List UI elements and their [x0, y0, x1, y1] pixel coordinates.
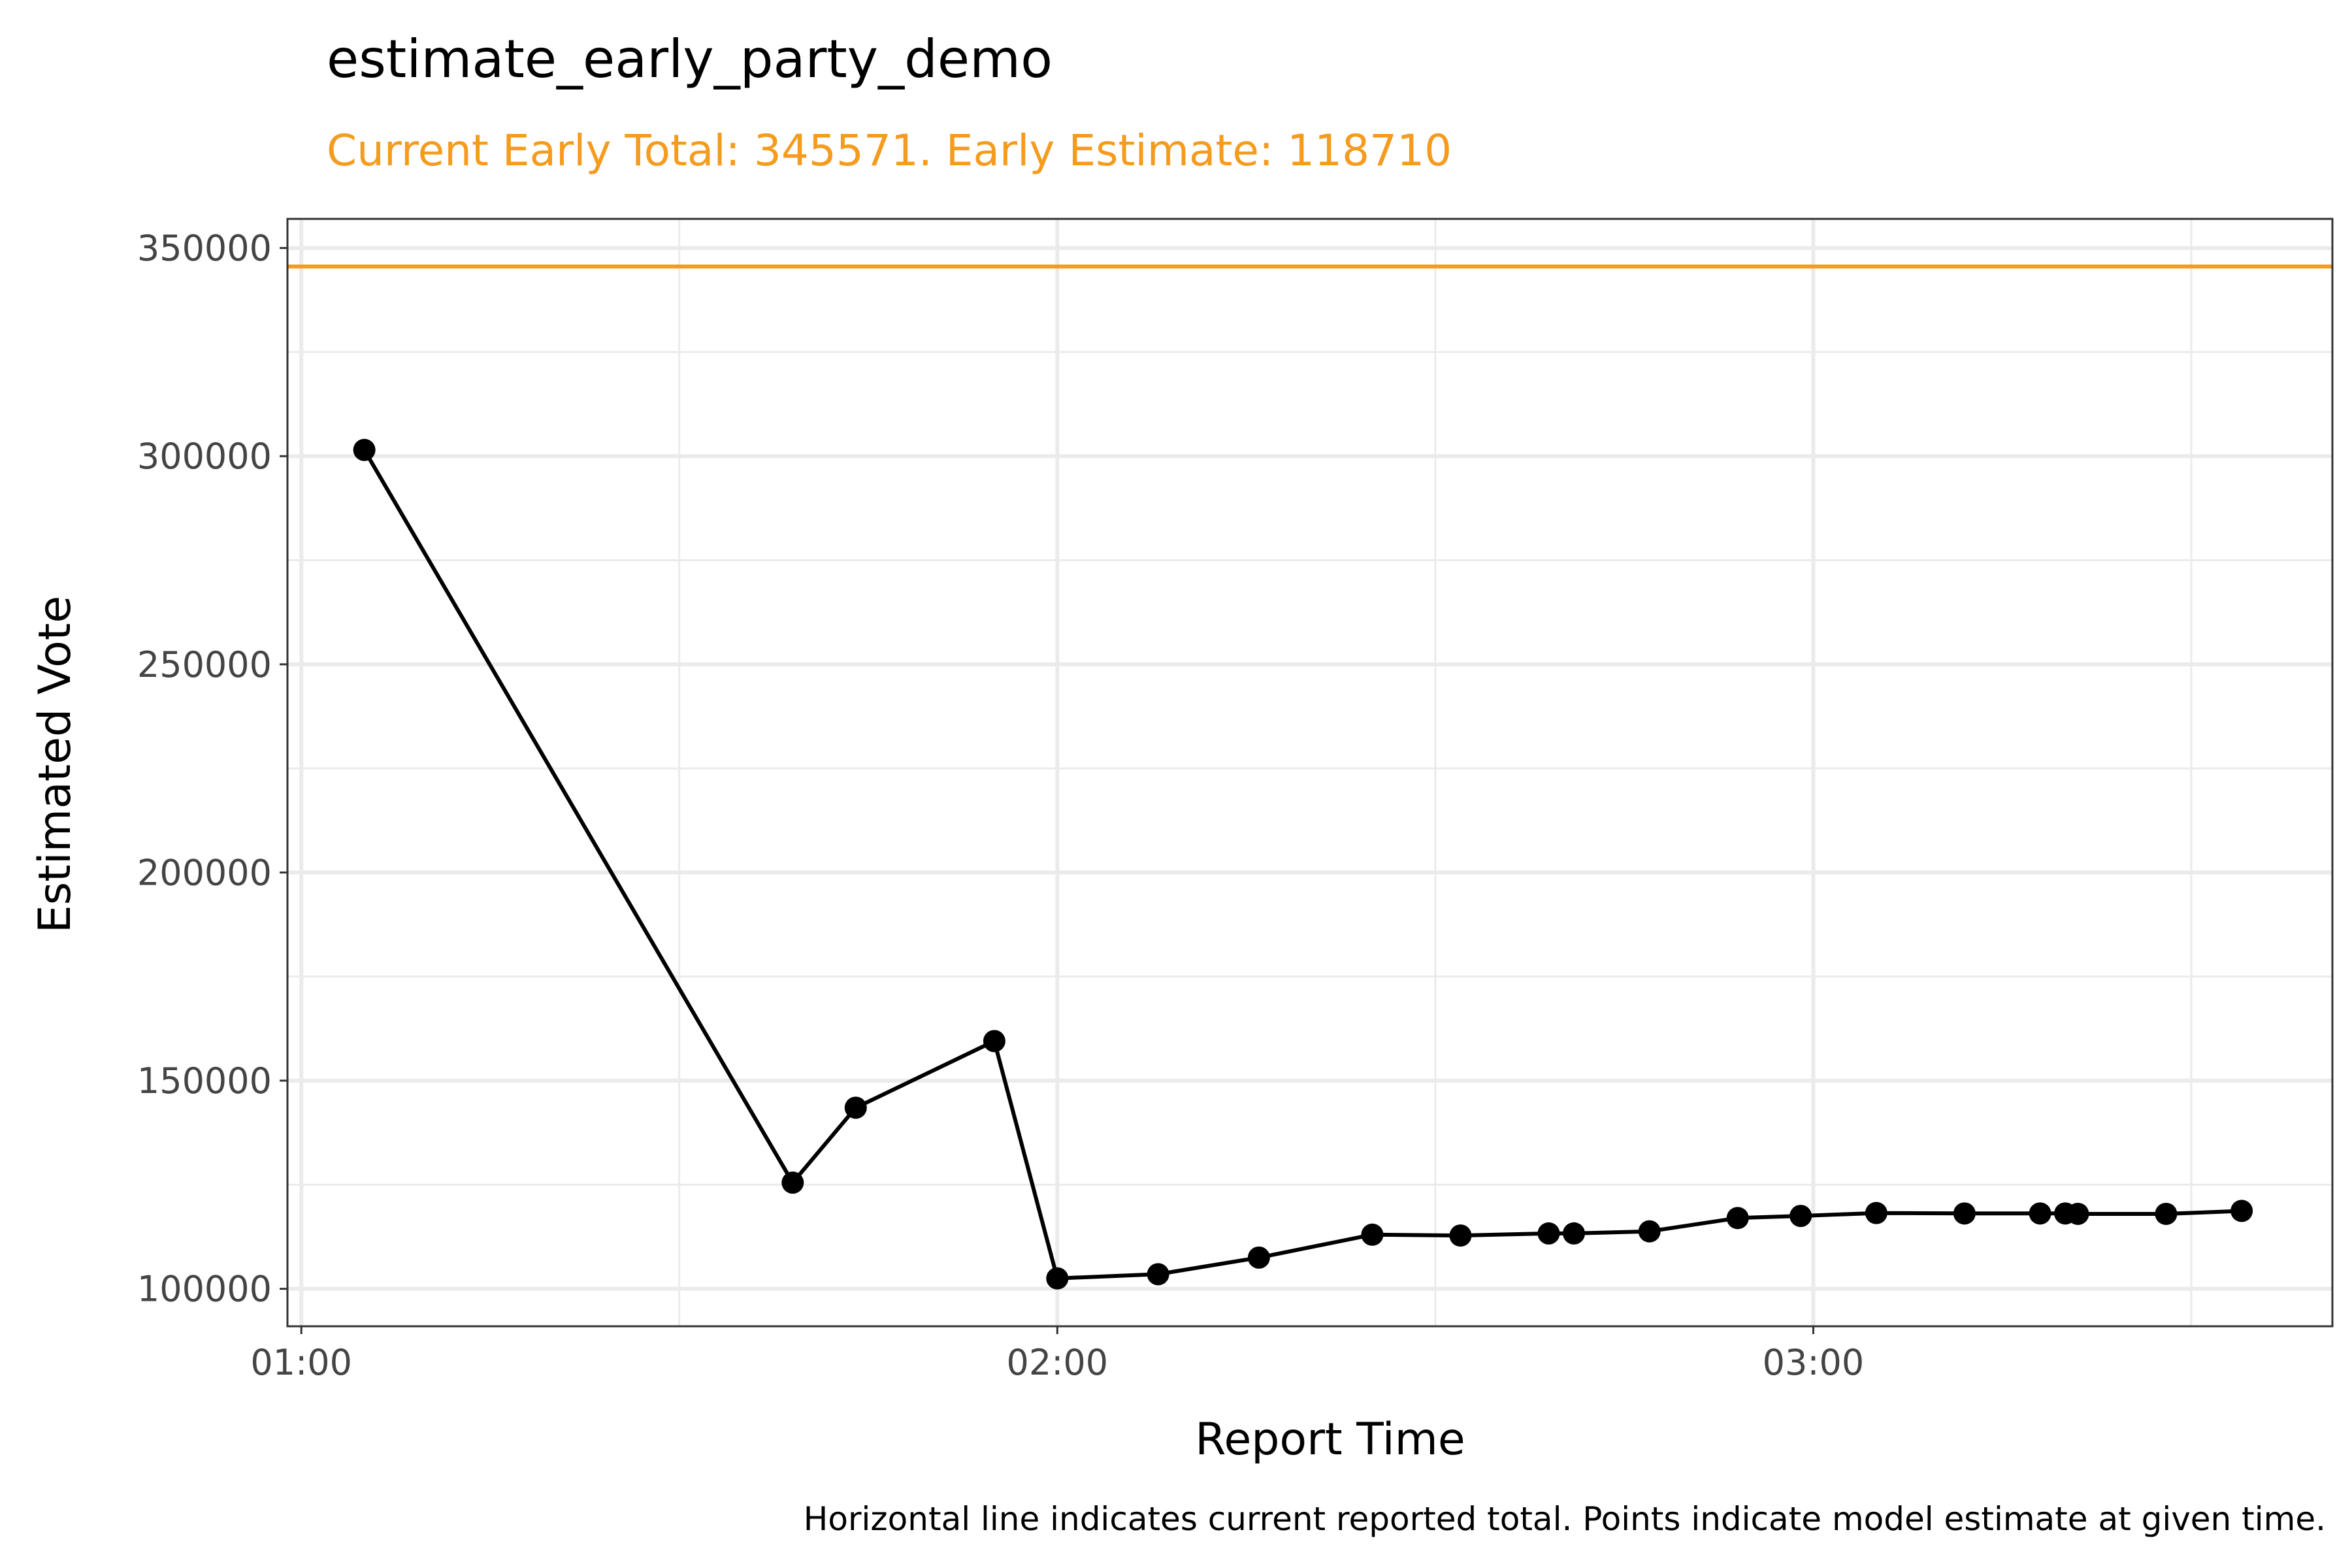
data-point — [1953, 1202, 1976, 1225]
y-tick-label: 150000 — [137, 1060, 272, 1102]
chart-title: estimate_early_party_demo — [327, 29, 1053, 90]
chart-caption: Horizontal line indicates current report… — [804, 1500, 2326, 1538]
data-point — [1865, 1201, 1887, 1224]
data-point — [2066, 1202, 2089, 1225]
y-tick-label: 350000 — [137, 228, 272, 269]
x-tick-label: 01:00 — [250, 1342, 352, 1383]
axis-ticks — [280, 247, 1814, 1334]
minor-gridlines — [287, 219, 2332, 1326]
data-point — [353, 438, 376, 461]
data-point — [1361, 1223, 1384, 1246]
data-point — [983, 1030, 1005, 1053]
y-tick-label: 250000 — [137, 644, 272, 685]
series-line — [363, 449, 2242, 1281]
data-point — [1147, 1263, 1169, 1286]
data-point — [1247, 1246, 1270, 1269]
data-point — [1537, 1222, 1560, 1245]
y-tick-label: 100000 — [137, 1269, 272, 1310]
x-axis-tick-labels: 01:00 02:00 03:00 — [250, 1342, 1864, 1383]
y-tick-label: 200000 — [137, 852, 272, 893]
data-point — [1789, 1205, 1812, 1228]
y-tick-label: 300000 — [137, 436, 272, 477]
data-point — [2029, 1202, 2051, 1225]
data-point — [781, 1171, 804, 1194]
y-axis-tick-labels: 100000 150000 200000 250000 300000 350000 — [137, 228, 272, 1310]
chart-subtitle: Current Early Total: 345571. Early Estim… — [327, 125, 1452, 176]
data-point — [1638, 1220, 1661, 1243]
plot-panel-border — [286, 218, 2334, 1328]
y-axis-title: Estimated Vote — [29, 596, 81, 933]
data-point — [1046, 1267, 1069, 1290]
data-point — [844, 1096, 867, 1119]
data-point — [2155, 1202, 2178, 1225]
x-axis-title: Report Time — [1195, 1414, 1465, 1465]
data-point — [1726, 1207, 1749, 1230]
data-point — [1449, 1224, 1472, 1247]
x-tick-label: 02:00 — [1007, 1342, 1109, 1383]
major-gridlines — [287, 219, 2332, 1326]
x-tick-label: 03:00 — [1763, 1342, 1865, 1383]
data-point — [2230, 1200, 2253, 1222]
series-layer — [353, 438, 2253, 1290]
data-point — [1563, 1222, 1586, 1245]
